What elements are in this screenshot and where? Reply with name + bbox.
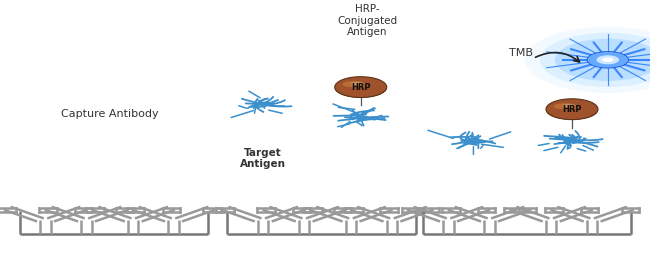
Ellipse shape [562, 104, 574, 107]
Ellipse shape [546, 101, 598, 120]
Ellipse shape [343, 81, 366, 87]
Text: HRP: HRP [351, 83, 370, 92]
Circle shape [602, 57, 614, 62]
Text: HRP-
Conjugated
Antigen: HRP- Conjugated Antigen [337, 4, 397, 37]
Circle shape [597, 55, 619, 64]
Text: HRP: HRP [562, 105, 582, 114]
Text: TMB: TMB [510, 48, 533, 58]
Circle shape [555, 39, 650, 81]
Ellipse shape [351, 82, 363, 85]
Circle shape [525, 27, 650, 93]
Text: Capture Antibody: Capture Antibody [61, 109, 159, 119]
Circle shape [587, 51, 629, 68]
Circle shape [546, 99, 598, 120]
Circle shape [540, 33, 650, 87]
Circle shape [335, 77, 387, 98]
Ellipse shape [335, 79, 387, 98]
Text: Target
Antigen: Target Antigen [240, 148, 286, 170]
Ellipse shape [554, 103, 577, 109]
